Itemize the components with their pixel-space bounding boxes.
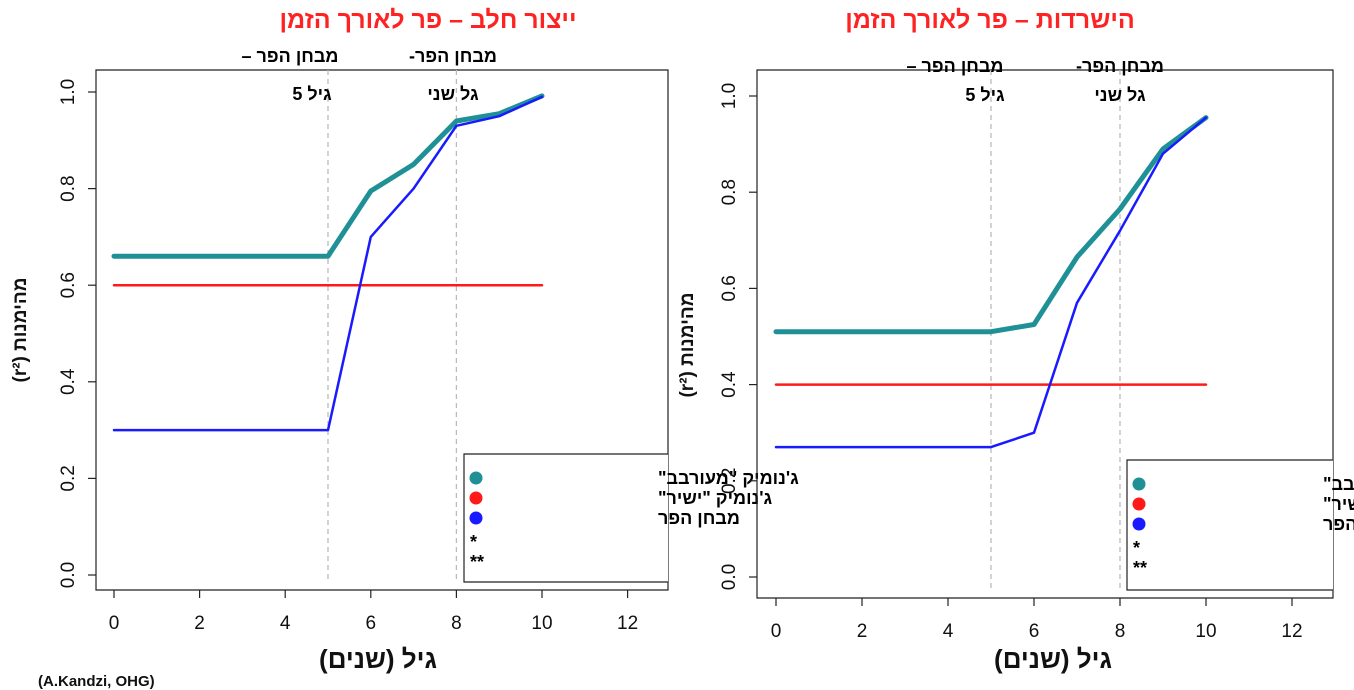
y-tick-label: 0.4 [719,371,740,398]
legend-entry: ג'נומיק "מעורבב" [1323,474,1354,494]
chart-title: ייצור חלב – פר לאורך הזמן [279,6,576,34]
x-tick-label: 8 [1115,621,1126,642]
x-axis-label: גיל (שנים) [994,644,1112,674]
chart-panel-2: הישרדות – פר לאורך הזמן מבחן הפר – גיל 5 מב… [677,6,1354,674]
legend-marker [469,471,483,485]
x-tick-label: 2 [857,621,868,642]
y-tick-label: 1.0 [719,83,740,109]
reference-label-line2: גל שני [427,84,479,104]
reference-label-line2: גל שני [1094,85,1146,105]
x-tick-label: 6 [1029,621,1040,642]
legend-entry: ג'נומיק "מעורבב" [658,468,799,488]
reference-label-line2: גיל 5 [292,84,332,104]
reference-label-line2: גיל 5 [965,85,1005,105]
y-tick-label: 1.0 [58,79,79,105]
x-tick-label: 12 [1281,621,1302,642]
y-tick-label: 0.2 [58,465,79,491]
series-line-1 [773,115,1209,335]
reference-label-line1: מבחן הפר- [409,46,497,66]
x-tick-label: 2 [194,613,205,634]
x-tick-label: 0 [109,613,120,634]
series-line-1 [111,93,545,259]
reference-label-line1: מבחן הפר – [242,46,339,66]
legend-frame [1126,459,1333,591]
y-tick-label: 0.8 [719,179,740,205]
x-tick-label: 10 [531,613,552,634]
y-tick-label: 0.8 [58,175,79,201]
legend-marker [1132,497,1146,511]
series-line-3 [774,116,1208,449]
legend-marker [1132,517,1146,531]
legend-background [464,454,668,582]
y-tick-label: 0.0 [719,564,740,590]
legend-marker [1132,477,1146,491]
chart-panel-1: ייצור חלב – פר לאורך הזמן מבחן הפר – גיל 5… [10,6,799,674]
legend-symbol: ** [1133,558,1147,578]
legend-entry: מבחן הפר [1323,514,1354,534]
credit-text: (A.Kandzi, OHG) [38,673,155,690]
legend-symbol: * [470,532,477,552]
x-tick-label: 4 [943,621,954,642]
reference-label-line1: מבחן הפר- [1076,56,1164,76]
y-tick-label: 0.6 [58,272,79,298]
chart-title: הישרדות – פר לאורך הזמן [845,6,1135,34]
x-tick-label: 8 [451,613,462,634]
y-tick-label: 0.0 [58,562,79,588]
reference-label-line1: מבחן הפר – [907,56,1004,76]
x-tick-label: 12 [617,613,638,634]
y-tick-label: 0.6 [719,275,740,301]
legend-entry: ג'נומיק "ישיר" [658,488,773,508]
plot-frame [756,69,1334,599]
series-line-3 [112,95,544,432]
y-tick-label: 0.4 [58,368,79,395]
legend-frame [463,453,668,583]
y-axis-label: מהימנות (r²) [677,292,698,397]
legend-background [1127,460,1333,590]
legend-entry: מבחן הפר [658,508,740,528]
legend-entry: ג'נומיק "ישיר" [1323,494,1354,514]
y-axis-label: מהימנות (r²) [10,277,31,382]
x-tick-label: 10 [1195,621,1216,642]
x-tick-label: 0 [771,621,782,642]
x-tick-label: 6 [366,613,377,634]
y-tick-label: 0.2 [719,468,740,494]
x-axis-label: גיל (שנים) [319,644,437,674]
legend-marker [469,511,483,525]
legend-symbol: * [1133,538,1140,558]
legend-symbol: ** [470,552,484,572]
x-tick-label: 4 [280,613,291,634]
legend-marker [469,491,483,505]
plot-frame [95,69,669,591]
